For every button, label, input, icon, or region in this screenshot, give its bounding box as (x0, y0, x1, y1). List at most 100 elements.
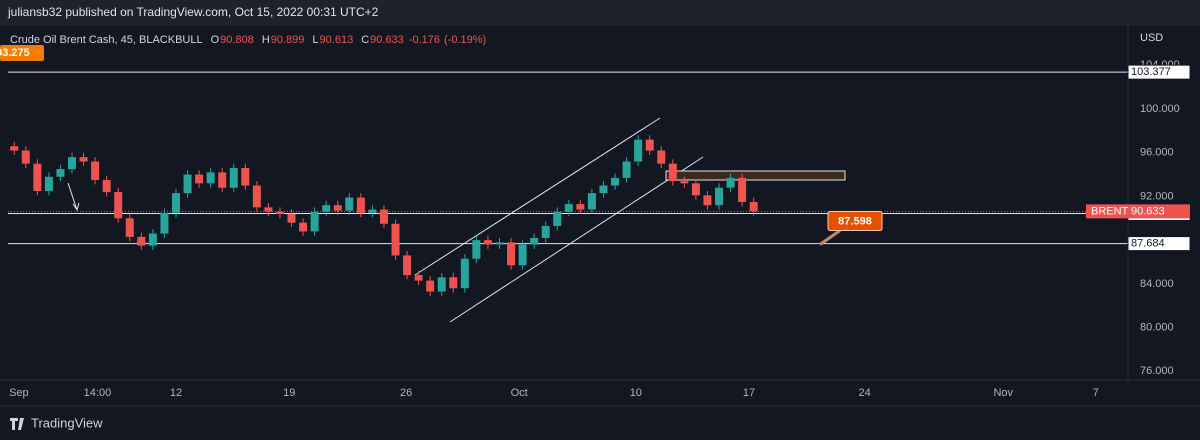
x-tick-label: Nov (993, 387, 1013, 399)
candle-body (368, 209, 377, 213)
candle-body (449, 277, 458, 289)
x-tick-label: 17 (743, 387, 755, 399)
candle-body (553, 211, 562, 226)
header-text: juliansb32 published on TradingView.com,… (7, 5, 379, 19)
candle-body (483, 240, 492, 245)
candle-body (229, 168, 238, 188)
header-bar (0, 0, 1200, 26)
candle-body (102, 180, 111, 193)
change: -0.176 (409, 34, 440, 46)
callout-box (827, 211, 883, 232)
candle-body (611, 177, 620, 186)
legend-key: C (361, 34, 369, 46)
x-tick-label: Oct (511, 387, 528, 399)
y-tick-label: 80.000 (1140, 321, 1174, 333)
candle-body (599, 185, 608, 194)
x-tick-label: 10 (630, 387, 642, 399)
candle-body (691, 183, 700, 196)
candle-body (403, 255, 412, 276)
candle-body (10, 146, 19, 151)
price-label: 103.377 (1131, 66, 1171, 78)
candle-body (206, 172, 215, 184)
candle-body (137, 236, 146, 246)
candle-body (68, 157, 77, 170)
candle-body (426, 280, 435, 292)
candle-body (310, 211, 319, 232)
legend-value: 90.899 (271, 34, 305, 46)
candle-body (703, 195, 712, 206)
candle-body (183, 174, 192, 194)
candle-body (507, 242, 516, 266)
callout-pointer (819, 229, 841, 246)
candle-body (749, 201, 758, 212)
candle-body (379, 209, 388, 224)
candle-body (195, 174, 204, 184)
y-tick-label: 92.000 (1140, 190, 1174, 202)
candle-body (391, 223, 400, 256)
candle-body (171, 193, 180, 213)
x-tick-label: 24 (858, 387, 870, 399)
channel-upper (414, 117, 661, 276)
channel-lower (449, 156, 704, 323)
candle-body (726, 177, 735, 188)
candle-body (345, 197, 354, 211)
currency: USD (1140, 32, 1163, 44)
candle-body (33, 163, 42, 191)
corner-label-box (0, 45, 44, 61)
candle-body (287, 213, 296, 223)
price-label: 87.684 (1131, 238, 1165, 250)
candle-body (541, 225, 550, 238)
candle-body (44, 176, 53, 191)
candle-body (657, 150, 666, 164)
candle-body (218, 172, 227, 188)
candle-body (680, 181, 689, 184)
zone-box[interactable] (665, 170, 846, 181)
y-tick-label: 100.000 (1140, 103, 1180, 115)
candle-body (518, 244, 527, 266)
candle-body (622, 161, 631, 178)
candle-body (299, 222, 308, 232)
y-tick-label: 76.000 (1140, 365, 1174, 377)
candle-body (414, 275, 423, 281)
x-tick-label: Sep (9, 387, 29, 399)
footer-brand: TradingView (31, 415, 103, 430)
legend-value: 90.633 (370, 34, 404, 46)
legend-key: O (211, 34, 220, 46)
candle-body (530, 237, 539, 245)
legend-value: 90.808 (220, 34, 254, 46)
price-label-box (1127, 64, 1191, 80)
x-tick-label: 12 (170, 387, 182, 399)
candle-body (322, 205, 331, 212)
candle-body (356, 197, 365, 213)
y-tick-label: 96.000 (1140, 147, 1174, 159)
candle-body (715, 187, 724, 206)
logo (10, 418, 24, 430)
candle-body (21, 150, 30, 164)
candle-body (634, 139, 643, 162)
candle-body (495, 242, 504, 245)
arrow-drawing (67, 182, 80, 212)
candle-body (472, 240, 481, 259)
price-label-box (1128, 204, 1190, 219)
candle-body (79, 157, 88, 162)
ticker-box (1086, 204, 1128, 219)
candle-body (114, 192, 123, 219)
candle-body (252, 185, 261, 208)
legend-key: L (312, 34, 318, 46)
candle-body (564, 204, 573, 212)
candle-body (437, 277, 446, 292)
y-tick-label: 84.000 (1140, 278, 1174, 290)
ticker-label: BRENT (1091, 205, 1129, 217)
candle-body (576, 204, 585, 210)
candle-body (91, 161, 100, 181)
legend-key: H (262, 34, 270, 46)
x-tick-label: 7 (1093, 387, 1099, 399)
change-pct: (-0.19%) (444, 34, 486, 46)
x-tick-label: 19 (283, 387, 295, 399)
candle-body (148, 233, 157, 246)
corner-label: 103.275 (0, 45, 44, 61)
candle-body (738, 177, 747, 202)
